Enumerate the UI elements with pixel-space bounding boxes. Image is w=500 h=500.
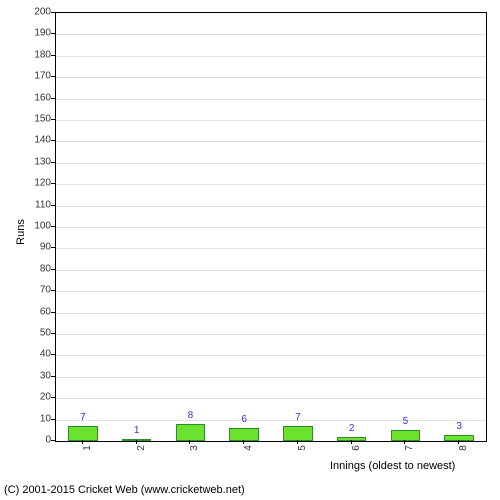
ytick-mark: [51, 98, 55, 99]
ytick-label: 30: [40, 370, 51, 381]
ytick-label: 190: [34, 28, 51, 39]
xtick-label: 1: [82, 445, 93, 451]
gridline: [56, 34, 486, 35]
ytick-label: 80: [40, 263, 51, 274]
gridline: [56, 99, 486, 100]
xtick-mark: [458, 440, 459, 444]
xtick-mark: [189, 440, 190, 444]
ytick-label: 170: [34, 71, 51, 82]
bar-value-label: 7: [295, 412, 301, 423]
xtick-mark: [297, 440, 298, 444]
bar: [283, 426, 313, 441]
bar-value-label: 1: [134, 425, 140, 436]
gridline: [56, 77, 486, 78]
ytick-mark: [51, 354, 55, 355]
ytick-mark: [51, 33, 55, 34]
ytick-mark: [51, 119, 55, 120]
gridline: [56, 313, 486, 314]
copyright-text: (C) 2001-2015 Cricket Web (www.cricketwe…: [4, 484, 245, 496]
gridline: [56, 163, 486, 164]
bar-value-label: 3: [456, 421, 462, 432]
gridline: [56, 184, 486, 185]
bar-value-label: 2: [349, 423, 355, 434]
bar: [337, 437, 367, 441]
y-axis-label: Runs: [15, 219, 27, 245]
bar-value-label: 6: [241, 414, 247, 425]
xtick-label: 4: [243, 445, 254, 451]
gridline: [56, 334, 486, 335]
ytick-label: 90: [40, 242, 51, 253]
bar: [176, 424, 206, 441]
gridline: [56, 420, 486, 421]
xtick-mark: [243, 440, 244, 444]
xtick-mark: [82, 440, 83, 444]
xtick-label: 3: [189, 445, 200, 451]
ytick-mark: [51, 162, 55, 163]
xtick-label: 7: [404, 445, 415, 451]
ytick-mark: [51, 226, 55, 227]
ytick-mark: [51, 397, 55, 398]
xtick-mark: [404, 440, 405, 444]
gridline: [56, 377, 486, 378]
ytick-label: 10: [40, 413, 51, 424]
ytick-mark: [51, 183, 55, 184]
xtick-mark: [351, 440, 352, 444]
gridline: [56, 398, 486, 399]
ytick-label: 70: [40, 285, 51, 296]
gridline: [56, 291, 486, 292]
ytick-mark: [51, 269, 55, 270]
bar-value-label: 8: [188, 410, 194, 421]
ytick-mark: [51, 376, 55, 377]
ytick-label: 180: [34, 49, 51, 60]
bar: [391, 430, 421, 441]
x-axis-label: Innings (oldest to newest): [330, 460, 455, 472]
xtick-label: 5: [297, 445, 308, 451]
xtick-label: 2: [136, 445, 147, 451]
gridline: [56, 120, 486, 121]
bar-value-label: 5: [403, 416, 409, 427]
ytick-label: 60: [40, 306, 51, 317]
ytick-mark: [51, 140, 55, 141]
ytick-mark: [51, 205, 55, 206]
gridline: [56, 227, 486, 228]
bar: [122, 439, 152, 441]
ytick-label: 160: [34, 92, 51, 103]
gridline: [56, 270, 486, 271]
ytick-mark: [51, 419, 55, 420]
ytick-label: 100: [34, 221, 51, 232]
xtick-label: 6: [351, 445, 362, 451]
ytick-label: 120: [34, 178, 51, 189]
gridline: [56, 248, 486, 249]
ytick-label: 130: [34, 156, 51, 167]
xtick-label: 8: [458, 445, 469, 451]
ytick-label: 140: [34, 135, 51, 146]
xtick-mark: [136, 440, 137, 444]
bar: [229, 428, 259, 441]
ytick-mark: [51, 312, 55, 313]
gridline: [56, 56, 486, 57]
gridline: [56, 206, 486, 207]
ytick-mark: [51, 247, 55, 248]
ytick-mark: [51, 55, 55, 56]
ytick-mark: [51, 12, 55, 13]
ytick-label: 200: [34, 7, 51, 18]
ytick-label: 20: [40, 392, 51, 403]
ytick-label: 150: [34, 114, 51, 125]
ytick-label: 50: [40, 328, 51, 339]
bar: [68, 426, 98, 441]
ytick-mark: [51, 440, 55, 441]
ytick-mark: [51, 76, 55, 77]
bar-value-label: 7: [80, 412, 86, 423]
gridline: [56, 141, 486, 142]
ytick-label: 110: [35, 199, 51, 210]
ytick-mark: [51, 333, 55, 334]
plot-area: 7 1 8 6 7 2 5 3: [55, 12, 487, 442]
chart-container: 71867253 0102030405060708090100110120130…: [0, 0, 500, 500]
gridline: [56, 355, 486, 356]
bar: [444, 435, 474, 441]
ytick-label: 40: [40, 349, 51, 360]
ytick-mark: [51, 290, 55, 291]
